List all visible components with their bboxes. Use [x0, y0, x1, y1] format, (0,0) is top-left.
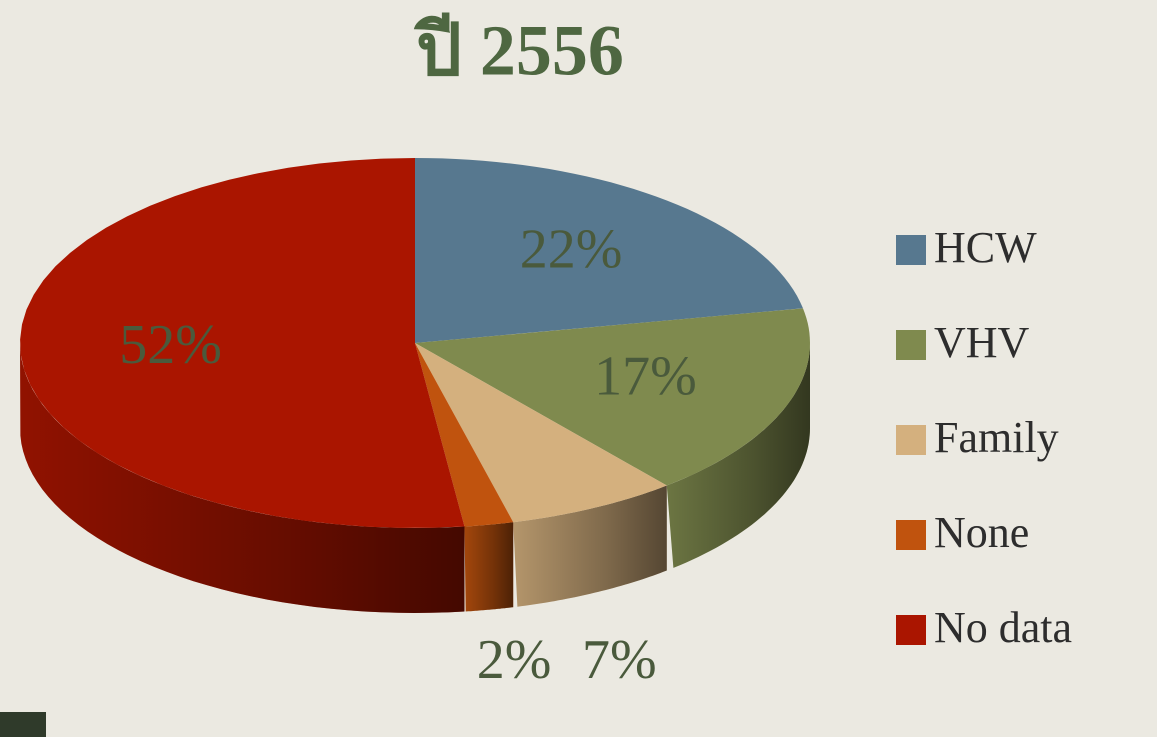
- slice: [415, 308, 810, 486]
- legend-label: None: [934, 508, 1029, 557]
- slice-side-shade: [20, 343, 465, 613]
- data-label: 2%: [477, 629, 552, 691]
- slice: [415, 343, 514, 527]
- slice-side-shade: [666, 343, 810, 568]
- slice: [415, 158, 803, 343]
- legend-label: VHV: [934, 318, 1030, 367]
- slice-side-shade: [464, 522, 514, 612]
- legend-label: Family: [934, 413, 1059, 462]
- legend-swatch: [896, 235, 926, 265]
- corner-decoration: [0, 712, 46, 737]
- data-label: 17%: [594, 346, 697, 408]
- data-label: 22%: [520, 218, 623, 280]
- legend-label: HCW: [934, 223, 1037, 272]
- legend-label: No data: [934, 603, 1072, 652]
- slice-side-shade: [513, 485, 667, 607]
- data-label: 7%: [582, 629, 657, 691]
- legend-swatch: [896, 520, 926, 550]
- chart-title: ปี 2556: [413, 11, 624, 91]
- slice: [415, 343, 667, 523]
- data-label: 52%: [119, 314, 222, 376]
- slice: [20, 158, 465, 528]
- legend-swatch: [896, 425, 926, 455]
- legend-swatch: [896, 330, 926, 360]
- legend-swatch: [896, 615, 926, 645]
